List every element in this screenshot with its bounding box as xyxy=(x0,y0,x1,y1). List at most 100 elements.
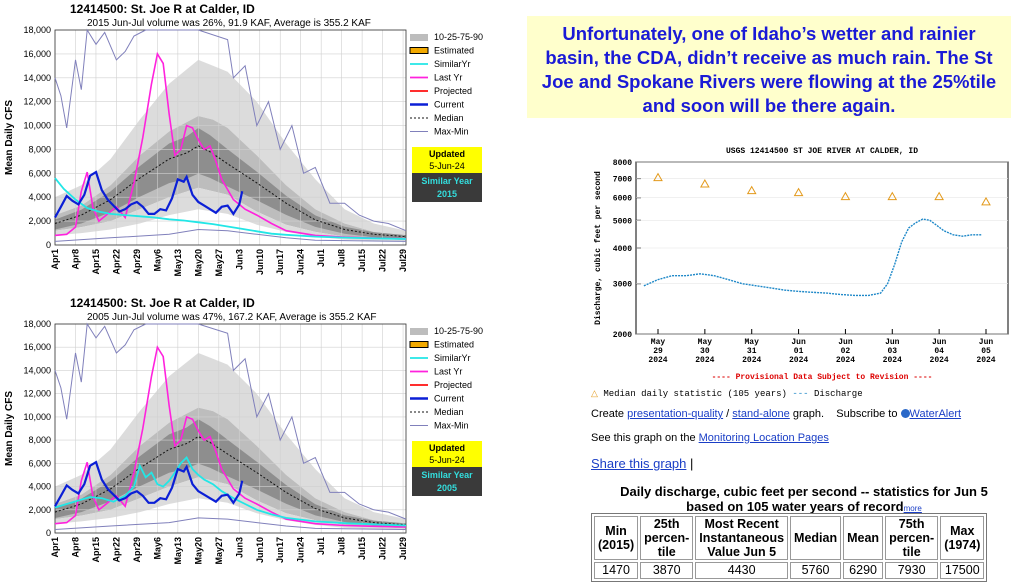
usgs-median-marker xyxy=(840,191,851,201)
streamflow-chart-2005: 12414500: St. Joe R at Calder, ID 2005 Ju… xyxy=(0,294,483,578)
y-tick-label: 0 xyxy=(46,528,51,538)
x-tick-label: Apr29 xyxy=(132,249,142,275)
band-75-90 xyxy=(55,353,406,524)
series-last-year xyxy=(54,345,407,528)
legend-label: SimilarYr xyxy=(434,59,471,69)
y-tick-label: 16,000 xyxy=(23,342,51,352)
x-tick-label: Jul22 xyxy=(378,249,388,272)
updated-label: Updated xyxy=(429,149,465,159)
x-tick-label: Jun24 xyxy=(296,249,306,275)
legend-swatch xyxy=(410,34,428,41)
usgs-median-marker xyxy=(981,196,991,206)
usgs-median-marker xyxy=(653,172,663,182)
usgs-legend: △ Median daily statistic (105 years) ---… xyxy=(591,389,863,399)
plot-frame xyxy=(54,29,407,246)
usgs-x-tick-label: 01 xyxy=(794,347,804,356)
usgs-y-tick-label: 2000 xyxy=(613,331,632,340)
legend-swatch xyxy=(409,47,429,54)
wateralert-link[interactable]: WaterAlert xyxy=(909,408,962,420)
usgs-x-tick-label: May xyxy=(745,338,760,347)
x-tick-label: Jul29 xyxy=(398,249,408,272)
stats-header-cell: Mean xyxy=(843,516,884,560)
legend-label: Estimated xyxy=(434,46,474,56)
usgs-median-marker xyxy=(699,178,710,188)
more-link[interactable]: more xyxy=(903,504,922,513)
share-graph-link[interactable]: Share this graph xyxy=(591,456,687,471)
stats-header-cell: Median xyxy=(790,516,842,560)
x-tick-label: Apr8 xyxy=(70,537,80,558)
y-tick-label: 14,000 xyxy=(23,73,51,83)
usgs-y-axis-label: Discharge, cubic feet per second xyxy=(594,171,603,325)
series-similar-year xyxy=(54,177,407,240)
x-tick-label: Jul15 xyxy=(357,537,367,560)
usgs-discharge-series xyxy=(643,218,982,297)
series-min-line xyxy=(54,517,407,530)
x-tick-label: Apr15 xyxy=(91,537,101,563)
legend-label: Projected xyxy=(434,86,472,96)
y-tick-label: 4,000 xyxy=(28,482,51,492)
x-tick-label: Jun10 xyxy=(255,249,265,275)
similar-year-label: Similar Year xyxy=(421,470,473,480)
x-tick-label: Jul8 xyxy=(337,249,347,267)
x-tick-label: Jun24 xyxy=(296,537,306,563)
chart-title: 12414500: St. Joe R at Calder, ID xyxy=(70,296,255,310)
stats-title-line2: based on 105 water years of record xyxy=(686,499,904,514)
y-tick-label: 6,000 xyxy=(28,458,51,468)
y-tick-label: 2,000 xyxy=(28,505,51,515)
legend-label: 10-25-75-90 xyxy=(434,32,483,42)
stats-value-cell: 17500 xyxy=(940,562,985,579)
band-core xyxy=(55,128,406,239)
graph-word: graph. xyxy=(792,408,825,420)
x-tick-label: Apr1 xyxy=(50,249,60,270)
presentation-quality-link[interactable]: presentation-quality xyxy=(627,408,724,420)
legend-discharge-label: Discharge xyxy=(813,389,863,399)
legend-swatch xyxy=(409,341,429,348)
x-tick-label: Jul1 xyxy=(316,249,326,267)
usgs-provisional-note: ---- Provisional Data Subject to Revisio… xyxy=(712,373,933,382)
legend-swatch xyxy=(410,328,428,335)
x-tick-label: Jun17 xyxy=(275,537,285,563)
callout-note: Unfortunately, one of Idaho’s wetter and… xyxy=(527,16,1011,118)
x-tick-label: Jun3 xyxy=(234,249,244,270)
band-75-90 xyxy=(55,59,406,236)
legend-label: SimilarYr xyxy=(434,353,471,363)
similar-year-box xyxy=(412,467,482,496)
stats-table: Min (2015) 25th percen-tile Most Recent Insta… xyxy=(591,513,988,582)
slash-text: / xyxy=(726,408,730,420)
y-tick-label: 10,000 xyxy=(23,121,51,131)
chart-subtitle: 2005 Jun-Jul volume was 47%, 167.2 KAF, … xyxy=(87,312,376,323)
usgs-y-tick-label: 4000 xyxy=(613,245,632,254)
chart-subtitle: 2015 Jun-Jul volume was 26%, 91.9 KAF, A… xyxy=(87,18,371,29)
usgs-x-tick-label: Jun xyxy=(838,338,853,347)
x-tick-label: Jun3 xyxy=(234,537,244,558)
stats-header-cell: Min (2015) xyxy=(594,516,639,560)
chart-svg-top: 12414500: St. Joe R at Calder, ID 2015 Ju… xyxy=(4,2,483,277)
stats-value-cell: 1470 xyxy=(594,562,639,579)
usgs-x-tick-label: 03 xyxy=(887,347,897,356)
y-tick-label: 8,000 xyxy=(28,144,51,154)
monitoring-location-link[interactable]: Monitoring Location Pages xyxy=(698,432,829,444)
usgs-y-tick-label: 5000 xyxy=(613,217,632,226)
y-tick-label: 18,000 xyxy=(23,319,51,329)
series-current xyxy=(54,460,244,507)
x-tick-label: May20 xyxy=(193,249,203,277)
legend-median-label: Median daily statistic (105 years) xyxy=(603,389,787,399)
y-tick-label: 8,000 xyxy=(28,435,51,445)
stand-alone-link[interactable]: stand-alone xyxy=(732,408,790,420)
usgs-median-marker xyxy=(934,191,945,201)
share-separator: | xyxy=(690,456,694,471)
x-tick-label: May27 xyxy=(214,249,224,277)
usgs-x-tick-label: 2024 xyxy=(695,356,714,365)
usgs-x-tick-label: Jun xyxy=(885,338,900,347)
usgs-x-tick-label: 04 xyxy=(934,347,944,356)
usgs-x-tick-label: 2024 xyxy=(648,356,667,365)
usgs-x-tick-label: 2024 xyxy=(976,356,995,365)
y-tick-label: 6,000 xyxy=(28,168,51,178)
stats-header-cell: Most Recent Instantaneous Value Jun 5 xyxy=(695,516,789,560)
series-median xyxy=(54,145,407,238)
legend-label: Last Yr xyxy=(434,367,462,377)
stats-title-line1: Daily discharge, cubic feet per second -… xyxy=(620,484,988,499)
updated-box xyxy=(412,147,482,173)
y-tick-label: 12,000 xyxy=(23,389,51,399)
usgs-x-tick-label: 31 xyxy=(747,347,757,356)
